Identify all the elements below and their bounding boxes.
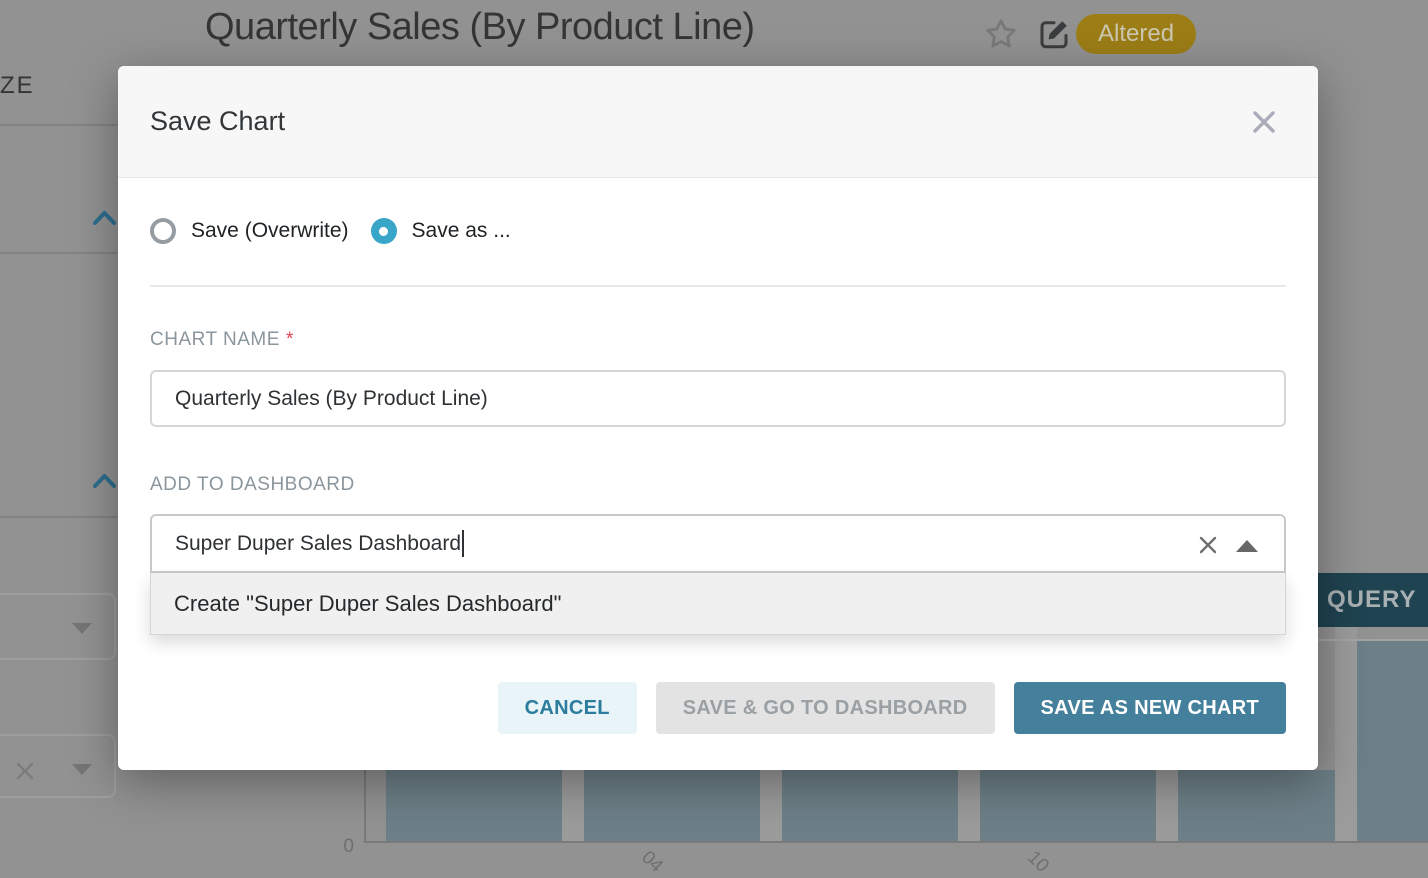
chart-bar [782,770,958,841]
x-axis-tick-label: 04 [637,847,667,877]
clear-value-icon[interactable] [16,762,34,785]
chevron-down-icon [72,764,92,775]
save-mode-radio-group: Save (Overwrite) Save as ... [150,218,1286,244]
chart-bar [1357,640,1428,841]
dashboard-combobox-wrap: Super Duper Sales Dashboard Create "Supe… [150,514,1286,635]
radio-save-overwrite-label[interactable]: Save (Overwrite) [191,219,349,242]
chart-gridline [1318,639,1428,641]
sidebar-select-control[interactable] [0,734,116,798]
required-asterisk: * [285,329,294,350]
modal-footer: CANCEL SAVE & GO TO DASHBOARD SAVE AS NE… [150,682,1286,734]
chart-name-value: Quarterly Sales (By Product Line) [175,386,488,410]
chart-bar [584,770,760,841]
chart-name-label: CHART NAME * [150,329,294,350]
run-query-button[interactable]: QUERY [1318,573,1428,627]
chart-grid-band [1335,627,1357,841]
chart-bar [980,770,1156,841]
chart-x-axis [364,841,1428,843]
altered-badge: Altered [1076,14,1197,54]
dashboard-combobox-value: Super Duper Sales Dashboard [175,531,462,555]
modal-title: Save Chart [150,106,286,136]
modal-header: Save Chart [118,66,1318,178]
chart-bar [1178,770,1335,841]
x-axis-tick-label: 10 [1023,847,1053,877]
radio-save-as[interactable] [370,218,397,244]
radio-save-as-label[interactable]: Save as ... [411,219,511,242]
add-to-dashboard-label: ADD TO DASHBOARD [150,474,355,495]
save-go-to-dashboard-button[interactable]: SAVE & GO TO DASHBOARD [655,682,995,734]
section-divider [150,285,1286,287]
chart-name-input[interactable]: Quarterly Sales (By Product Line) [150,370,1286,427]
chart-title: Quarterly Sales (By Product Line) [205,6,755,48]
close-icon[interactable] [1250,108,1278,136]
sidebar-divider [0,124,120,126]
section-collapse-chevron-up-icon[interactable] [92,208,117,233]
text-cursor [462,530,465,557]
chart-bar [386,770,562,841]
save-as-new-chart-button[interactable]: SAVE AS NEW CHART [1013,682,1286,734]
cancel-button[interactable]: CANCEL [497,682,637,734]
modal-body: Save (Overwrite) Save as ... CHART NAME *… [118,218,1318,635]
edit-properties-icon[interactable] [1036,16,1072,57]
section-collapse-chevron-up-icon[interactable] [92,471,117,496]
dashboard-combobox-input[interactable]: Super Duper Sales Dashboard [150,514,1286,573]
sidebar-tab-customize-partial[interactable]: ZE [0,72,35,99]
sidebar-select-control[interactable] [0,593,116,660]
y-axis-tick-label: 0 [343,836,354,857]
save-chart-modal: Save Chart Save (Overwrite) Save as ... … [118,66,1318,770]
chevron-down-icon [72,623,92,634]
favorite-star-icon[interactable] [984,17,1018,56]
clear-selection-icon[interactable] [1198,535,1218,561]
chevron-up-icon[interactable] [1236,540,1258,552]
dashboard-dropdown-menu: Create "Super Duper Sales Dashboard" [150,573,1286,635]
sidebar-divider [0,516,120,518]
radio-save-overwrite[interactable] [150,218,176,244]
sidebar-divider [0,252,120,254]
create-dashboard-option[interactable]: Create "Super Duper Sales Dashboard" [174,591,562,616]
